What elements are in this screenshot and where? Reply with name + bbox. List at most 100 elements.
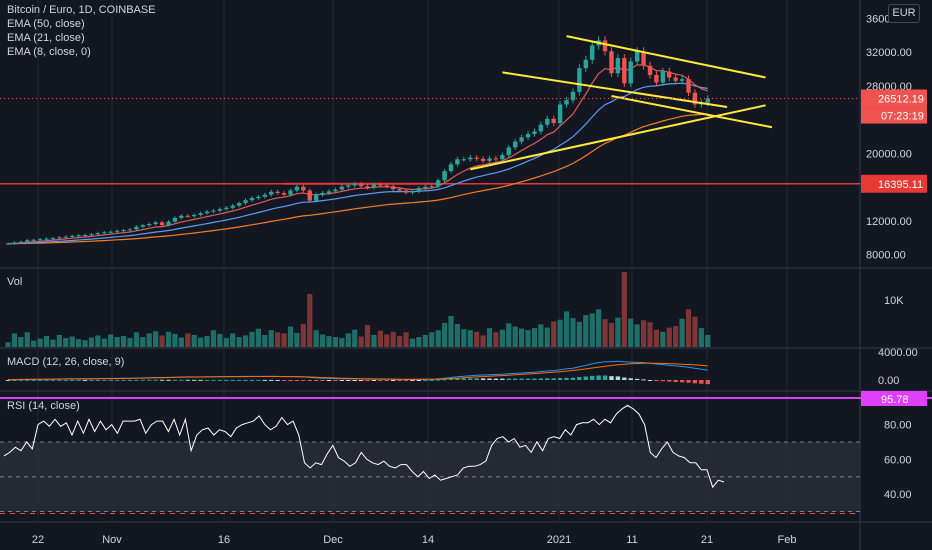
macd-histogram-bar [211, 379, 216, 381]
macd-histogram-bar [198, 379, 203, 381]
volume-bar [673, 326, 679, 347]
macd-histogram-bar [256, 379, 261, 381]
rsi-tick-label: 40.00 [884, 489, 912, 501]
time-tick-label: 16 [218, 534, 230, 546]
macd-tick-label: 4000.00 [878, 347, 918, 359]
volume-bar [461, 329, 467, 347]
candle-body [230, 205, 235, 208]
candle-body [159, 222, 165, 226]
macd-histogram-bar [159, 379, 165, 381]
volume-bar [69, 336, 75, 347]
volume-bar [647, 322, 653, 347]
volume-bar [198, 337, 204, 347]
symbol-title: Bitcoin / Euro, 1D, COINBASE [7, 4, 156, 16]
volume-bar [589, 313, 595, 347]
volume-bar [18, 337, 24, 347]
volume-bar [88, 337, 95, 347]
volume-bar [108, 334, 114, 347]
rsi-level-tag: 95.78 [881, 394, 909, 406]
trendline-rising_support [470, 104, 766, 171]
macd-histogram-bar [294, 380, 300, 381]
volume-bar [384, 334, 390, 347]
volume-bar [76, 339, 82, 347]
macd-histogram-bar [31, 379, 36, 381]
macd-histogram-bar [230, 379, 235, 381]
volume-bar [133, 332, 139, 347]
trendline-upper [502, 71, 728, 108]
candle-body [500, 155, 505, 160]
macd-histogram-bar [281, 380, 287, 381]
macd-histogram-bar [185, 379, 190, 381]
ema8-legend: EMA (8, close, 0) [7, 46, 91, 58]
volume-bar [300, 323, 306, 347]
volume-legend: Vol [7, 276, 23, 288]
macd-histogram-bar [63, 379, 68, 381]
macd-histogram-bar [18, 379, 24, 381]
macd-histogram-bar [346, 380, 351, 381]
volume-bar [82, 340, 88, 347]
macd-histogram-bar [397, 380, 402, 381]
macd-histogram-bar [95, 379, 101, 381]
macd-histogram-bar [191, 379, 197, 381]
candle-body [577, 68, 582, 92]
price-tick-label: 8000.00 [866, 250, 906, 262]
macd-histogram-bar [545, 378, 550, 380]
trendline-channel_top [566, 35, 766, 79]
macd-histogram-bar [339, 380, 345, 381]
macd-histogram-bar [448, 378, 454, 380]
macd-histogram-bar [590, 375, 595, 380]
macd-histogram-bar [654, 380, 659, 381]
macd-histogram-bar [114, 379, 120, 381]
candle-body [326, 191, 332, 194]
main-legend: Bitcoin / Euro, 1D, COINBASE EMA (50, cl… [7, 3, 156, 59]
macd-legend: MACD (12, 26, close, 9) [7, 356, 125, 368]
macd-histogram-bar [301, 380, 306, 381]
volume-bar [640, 320, 647, 347]
candle-body [461, 159, 467, 161]
volume-bar [653, 329, 660, 347]
candle-body [667, 71, 672, 78]
candle-body [204, 211, 210, 214]
volume-bar [287, 326, 294, 347]
volume-bar [178, 337, 184, 347]
macd-histogram-bar [622, 377, 627, 380]
volume-bar [493, 332, 499, 347]
price-tick-label: 20000.00 [866, 148, 912, 160]
macd-histogram-bar [204, 379, 210, 381]
volume-bar [255, 328, 261, 347]
volume-bar [499, 329, 505, 347]
rsi-tick-label: 80.00 [884, 420, 912, 432]
macd-histogram-bar [140, 379, 146, 381]
macd-histogram-bar [480, 378, 486, 380]
volume-bar [705, 334, 711, 347]
macd-histogram-bar [660, 380, 666, 382]
candle-body [602, 40, 608, 52]
macd-tick-label: 0.00 [878, 375, 899, 387]
candle-body [384, 185, 389, 187]
candle-body [346, 185, 351, 187]
currency-button[interactable]: EUR [888, 4, 920, 23]
candle-body [25, 240, 30, 242]
macd-histogram-bar [647, 380, 653, 381]
macd-histogram-bar [89, 379, 94, 381]
macd-histogram-bar [108, 379, 113, 381]
volume-bar [448, 316, 454, 347]
macd-histogram-bar [269, 379, 274, 381]
macd-histogram-bar [25, 379, 30, 381]
candle-body [262, 194, 267, 197]
macd-histogram-bar [525, 378, 531, 380]
candle-body [403, 190, 409, 193]
macd-histogram-bar [410, 380, 415, 381]
macd-histogram-bar [570, 377, 576, 380]
volume-bar [512, 326, 518, 347]
candle-body [211, 210, 216, 212]
macd-histogram-bar [37, 379, 43, 381]
candle-body [442, 171, 447, 181]
volume-bar [332, 337, 339, 347]
ema50-line [8, 113, 708, 245]
candle-body [76, 235, 81, 237]
candle-body [570, 91, 576, 101]
macd-histogram-bar [577, 377, 582, 380]
volume-bar [602, 319, 608, 347]
